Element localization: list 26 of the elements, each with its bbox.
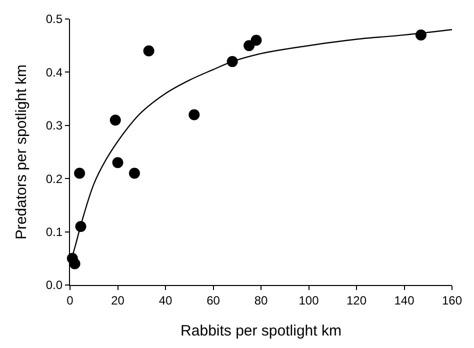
y-tick-label: 0.1 [46,225,63,239]
point [244,40,255,52]
y-tick-label: 0.3 [46,118,63,133]
point [143,45,154,56]
point [69,258,80,270]
point [250,34,262,46]
x-tick-label: 80 [254,294,268,308]
x-tick-label: 20 [111,294,125,308]
y-tick-label: 0.5 [46,12,63,26]
y-tick-label: 0.4 [46,65,63,80]
x-tick-label: 140 [394,294,415,308]
x-tick-label: 60 [206,294,220,308]
point [112,157,124,168]
y-axis-title: Predators per spotlight km [13,64,30,240]
x-tick-label: 0 [66,294,74,308]
x-tick-label: 160 [442,294,462,308]
point [128,168,140,179]
point [188,109,200,120]
y-tick-label: 0.0 [46,278,63,292]
point [110,114,121,126]
x-tick-label: 100 [298,294,320,308]
y-tick-label: 0.2 [46,172,63,186]
x-axis-title: Rabbits per spotlight km [180,322,342,340]
point [74,168,86,179]
x-tick-label: 120 [346,294,367,308]
x-tick-label: 40 [158,294,172,308]
